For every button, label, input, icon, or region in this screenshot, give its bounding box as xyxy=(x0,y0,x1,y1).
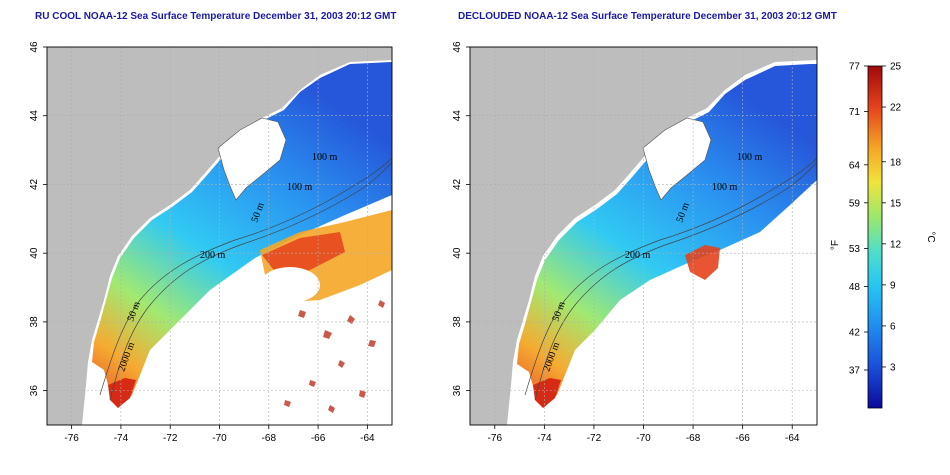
lat-tick-label: 38 xyxy=(29,316,40,328)
fahrenheit-tick-label: 77 xyxy=(849,62,861,73)
hatteras-warm-water xyxy=(108,378,136,408)
fahrenheit-tick-label: 37 xyxy=(849,366,861,377)
lon-tick-label: -64 xyxy=(785,433,800,444)
lon-tick-label: -66 xyxy=(735,433,750,444)
colorbar: 25 22 18 15 12 9 6 3 77 71 64 59 53 48 42 37 °F °C xyxy=(830,62,936,409)
fahrenheit-tick-label: 48 xyxy=(849,282,861,293)
hatteras-warm-water xyxy=(533,378,561,408)
map-frame xyxy=(469,46,818,426)
map-frame xyxy=(46,46,393,426)
celsius-tick-label: 3 xyxy=(890,362,896,373)
lon-tick-label: -72 xyxy=(163,433,178,444)
fahrenheit-tick-label: 71 xyxy=(849,107,861,118)
lat-lon-grid-left: -76 -74 -72 -70 -68 -66 -64 36 38 40 42 44 46 xyxy=(29,41,393,444)
celsius-axis-label: °C xyxy=(925,231,936,242)
lat-tick-label: 44 xyxy=(29,110,40,122)
lon-tick-label: -76 xyxy=(488,433,503,444)
celsius-tick-label: 6 xyxy=(890,321,896,332)
land-mass xyxy=(47,47,392,425)
lon-tick-label: -68 xyxy=(686,433,701,444)
gulf-of-maine xyxy=(217,117,287,201)
lat-tick-label: 42 xyxy=(452,178,463,190)
depth-label: 200 m xyxy=(625,250,651,261)
gulf-of-maine xyxy=(642,117,712,201)
depth-label: 100 m xyxy=(737,152,763,163)
lon-tick-label: -76 xyxy=(64,433,79,444)
lat-tick-label: 46 xyxy=(452,41,463,53)
depth-label: 200 m xyxy=(200,250,226,261)
celsius-tick-label: 22 xyxy=(890,103,902,114)
lat-tick-label: 42 xyxy=(29,178,40,190)
sst-field xyxy=(92,62,392,408)
lon-tick-label: -74 xyxy=(114,433,129,444)
lat-tick-label: 40 xyxy=(29,247,40,259)
fahrenheit-axis-label: °F xyxy=(830,240,841,250)
gulf-stream-hot xyxy=(685,245,720,280)
cloud-contamination xyxy=(284,300,385,413)
celsius-tick-label: 15 xyxy=(890,198,902,209)
lat-tick-label: 40 xyxy=(452,247,463,259)
depth-label: 100 m xyxy=(712,182,738,193)
fahrenheit-tick-label: 53 xyxy=(849,244,861,255)
gulf-stream-hot xyxy=(262,232,345,278)
map-title-right: DECLOUDED NOAA-12 Sea Surface Temperatur… xyxy=(458,11,837,22)
celsius-tick-label: 25 xyxy=(890,62,902,73)
fahrenheit-tick-label: 64 xyxy=(849,160,861,171)
depth-label: 100 m xyxy=(287,182,313,193)
fahrenheit-tick-label: 42 xyxy=(849,328,861,339)
celsius-tick-label: 9 xyxy=(890,280,896,291)
lon-tick-label: -64 xyxy=(360,433,375,444)
lat-tick-label: 36 xyxy=(452,385,463,397)
lon-tick-label: -66 xyxy=(311,433,326,444)
lon-tick-label: -68 xyxy=(262,433,277,444)
fahrenheit-tick-label: 59 xyxy=(849,198,861,209)
lat-tick-label: 44 xyxy=(452,110,463,122)
depth-label: 100 m xyxy=(312,152,338,163)
lon-tick-label: -70 xyxy=(636,433,651,444)
celsius-tick-label: 18 xyxy=(890,157,902,168)
land-mass xyxy=(470,47,817,425)
lon-tick-label: -72 xyxy=(587,433,602,444)
map-title-left: RU COOL NOAA-12 Sea Surface Temperature … xyxy=(35,11,397,22)
lon-tick-label: -70 xyxy=(212,433,227,444)
celsius-tick-label: 12 xyxy=(890,239,902,250)
lon-tick-label: -74 xyxy=(537,433,552,444)
lat-lon-grid-right: -76 -74 -72 -70 -68 -66 -64 36 38 40 42 44 46 xyxy=(452,41,818,444)
lat-tick-label: 36 xyxy=(29,385,40,397)
lat-tick-label: 38 xyxy=(452,316,463,328)
lat-tick-label: 46 xyxy=(29,41,40,53)
